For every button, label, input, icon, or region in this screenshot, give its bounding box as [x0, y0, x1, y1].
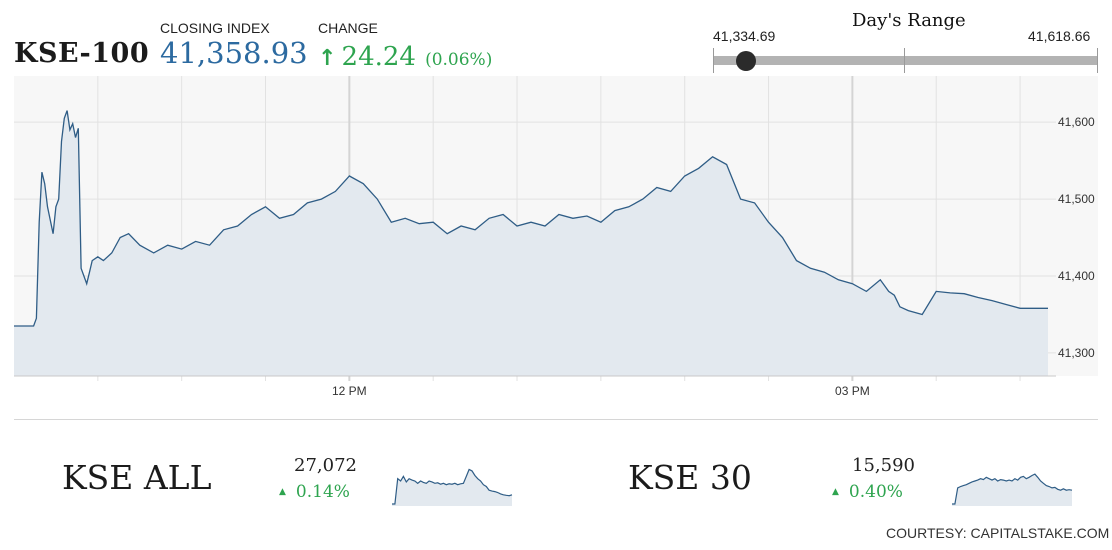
days-range-high: 41,618.66 — [1028, 28, 1091, 44]
chart-series — [14, 110, 1048, 376]
sparkline-line — [392, 468, 513, 505]
index-name: KSE-100 — [14, 38, 150, 69]
up-triangle-icon: ▲ — [832, 487, 839, 497]
x-axis-labels: 12 PM 03 PM — [332, 384, 870, 398]
kse-30-name: KSE 30 — [628, 458, 752, 497]
x-tick-label: 03 PM — [835, 384, 870, 398]
days-range-low: 41,334.69 — [713, 28, 776, 44]
series-area-fill — [14, 110, 1048, 376]
up-triangle-icon: ▲ — [279, 487, 286, 497]
change-percent: (0.06%) — [425, 50, 493, 70]
y-tick-label: 41,600 — [1058, 115, 1095, 129]
sparkline-area — [392, 469, 512, 506]
section-divider — [14, 419, 1098, 420]
days-range-marker — [736, 51, 756, 71]
days-range-bar — [713, 56, 1098, 65]
range-tick-mid — [904, 48, 905, 73]
kse-30-value: 15,590 — [852, 455, 915, 476]
days-range-title: Day's Range — [852, 10, 966, 31]
x-tick-label: 12 PM — [332, 384, 367, 398]
kse-all-sparkline — [392, 468, 513, 506]
main-index-chart: 12 PM 03 PM 41,300 41,400 41,500 41,600 — [14, 76, 1096, 398]
up-arrow-icon: ↑ — [318, 46, 337, 71]
y-tick-label: 41,300 — [1058, 346, 1095, 360]
change-value: 24.24 — [341, 42, 416, 72]
range-tick-end — [1097, 48, 1098, 73]
sparkline-line — [952, 473, 1073, 505]
kse-30-change-value: 0.40% — [848, 482, 903, 502]
y-tick-label: 41,500 — [1058, 192, 1095, 206]
kse-all-change: ▲ 0.14% — [279, 482, 350, 502]
closing-index-value: 41,358.93 — [160, 36, 308, 70]
series-line — [14, 110, 1048, 327]
kse-all-value: 27,072 — [294, 455, 357, 476]
change-label: CHANGE — [318, 20, 378, 36]
kse-all-name: KSE ALL — [62, 458, 212, 497]
range-tick-start — [713, 48, 714, 73]
change-display: ↑ 24.24 (0.06%) — [318, 42, 492, 72]
y-axis-labels: 41,300 41,400 41,500 41,600 — [1058, 115, 1095, 360]
closing-index-label: CLOSING INDEX — [160, 20, 270, 36]
courtesy-credit: COURTESY: CAPITALSTAKE.COM — [886, 525, 1110, 541]
kse-all-change-value: 0.14% — [295, 482, 350, 502]
kse-30-sparkline — [952, 473, 1073, 506]
kse-30-change: ▲ 0.40% — [832, 482, 903, 502]
sparkline-area — [952, 474, 1072, 506]
y-tick-label: 41,400 — [1058, 269, 1095, 283]
